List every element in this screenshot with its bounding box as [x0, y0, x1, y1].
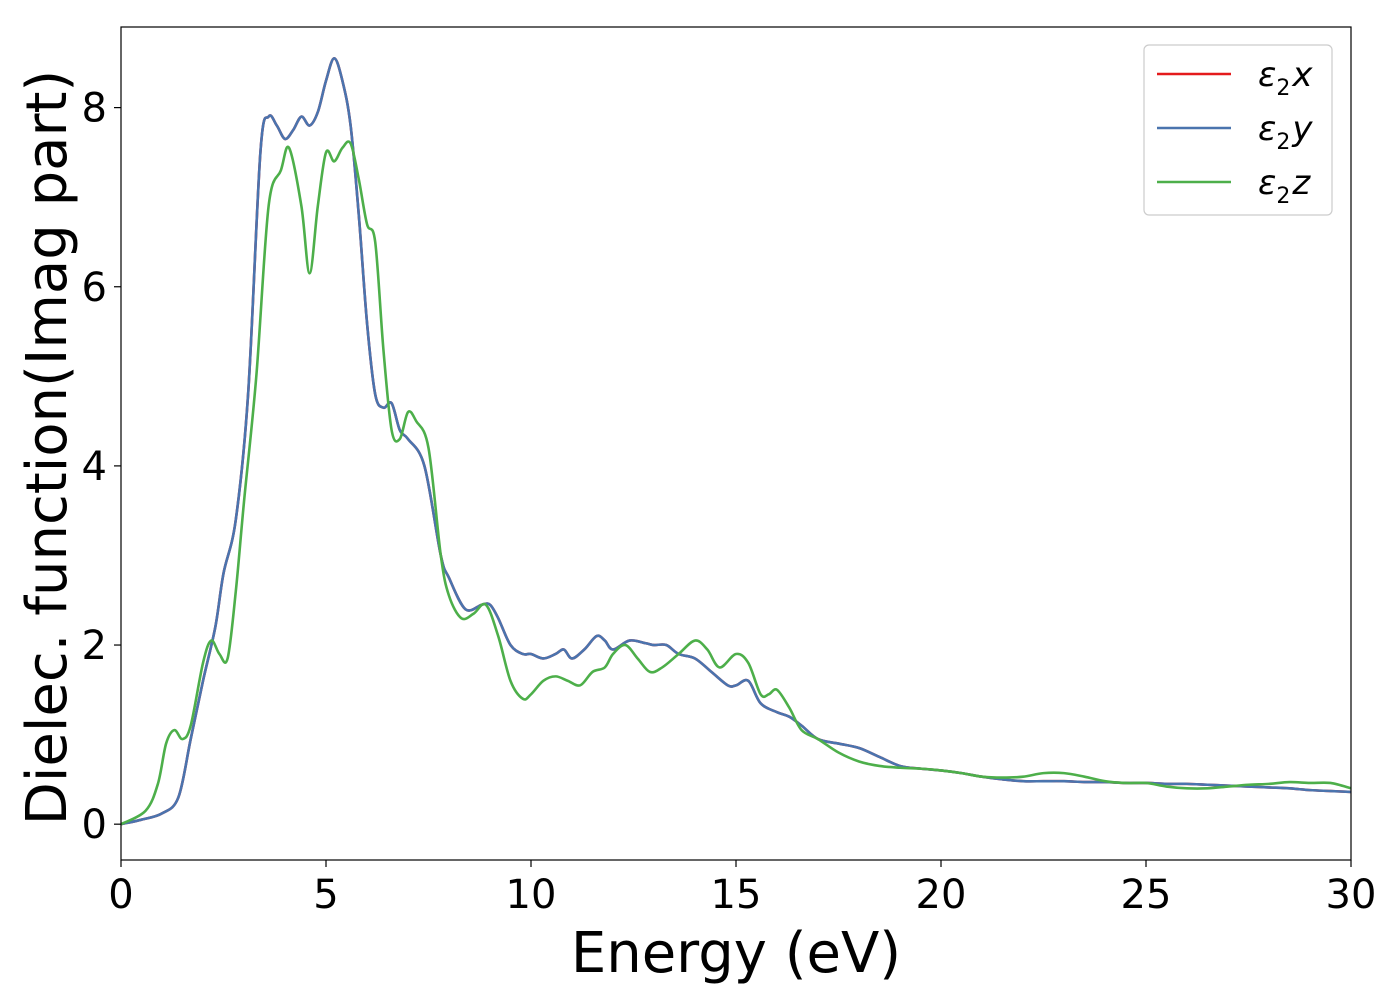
legend-component: y	[1291, 109, 1313, 149]
x-axis-ticks: 0 5 10 15 20 25 30	[108, 860, 1376, 918]
y-tick-label: 2	[82, 623, 107, 669]
x-tick-label: 30	[1326, 872, 1377, 918]
legend-box	[1143, 44, 1333, 216]
y-axis-title: Dielec. function(Imag part)	[15, 70, 80, 826]
y-tick-label: 4	[82, 444, 107, 490]
x-tick-label: 10	[506, 872, 557, 918]
plot-lines	[121, 57, 1351, 826]
legend-epsilon: ε	[1258, 163, 1276, 203]
x-tick-label: 5	[313, 872, 338, 918]
y-tick-label: 6	[82, 265, 107, 311]
y-tick-label: 8	[82, 86, 107, 132]
legend-subscript: 2	[1276, 184, 1290, 209]
x-tick-label: 0	[108, 872, 133, 918]
x-tick-label: 15	[711, 872, 762, 918]
legend-label-z: ε2z	[1258, 163, 1311, 209]
legend-component: z	[1291, 163, 1311, 203]
legend-label-y: ε2y	[1258, 109, 1313, 155]
y-tick-label: 0	[82, 802, 107, 848]
series-line-z	[121, 140, 1351, 826]
x-tick-label: 20	[916, 872, 967, 918]
legend-epsilon: ε	[1258, 55, 1276, 95]
legend-subscript: 2	[1276, 130, 1290, 155]
series-line-y	[121, 57, 1351, 826]
legend-label-x: ε2x	[1258, 55, 1313, 101]
legend-subscript: 2	[1276, 76, 1290, 101]
x-axis-title: Energy (eV)	[571, 921, 901, 986]
x-tick-label: 25	[1121, 872, 1172, 918]
legend-epsilon: ε	[1258, 109, 1276, 149]
legend-component: x	[1291, 55, 1313, 95]
y-axis-ticks: 0 2 4 6 8	[82, 86, 121, 848]
